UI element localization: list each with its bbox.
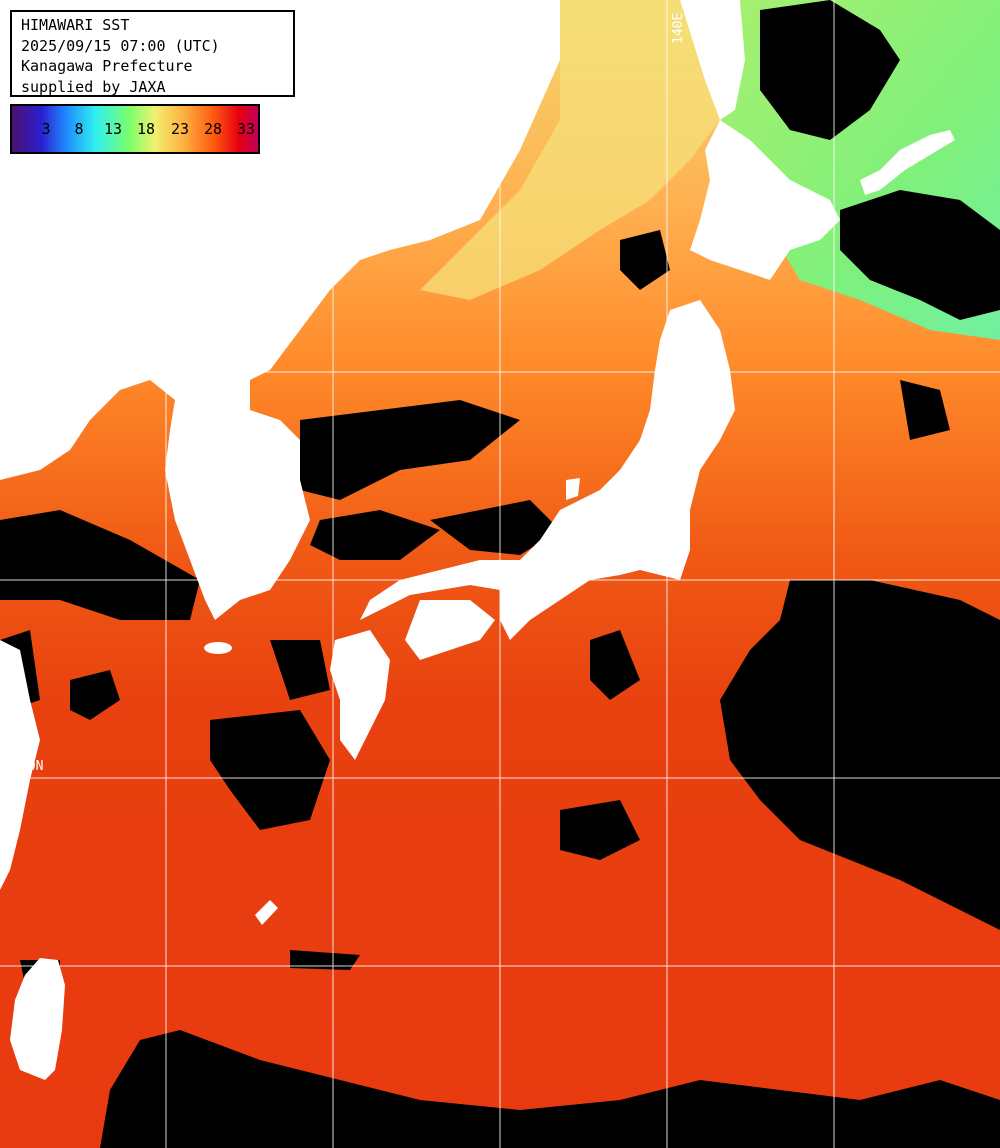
scale-tick-23: 23 [170, 120, 190, 138]
asian-mainland [0, 0, 560, 620]
sakhalin-island [680, 0, 745, 120]
land-masses [0, 0, 955, 1080]
kuril-islands [860, 130, 955, 195]
color-scale-labels: 3 8 13 18 23 28 33 [12, 120, 258, 140]
taiwan-island [10, 958, 65, 1080]
temperature-color-scale: 3 8 13 18 23 28 33 [10, 104, 260, 154]
scale-tick-28: 28 [203, 120, 223, 138]
cool-sea-band [420, 0, 735, 300]
scale-tick-18: 18 [136, 120, 156, 138]
hokkaido-island [690, 120, 840, 280]
scale-tick-8: 8 [74, 120, 84, 138]
scale-tick-13: 13 [103, 120, 123, 138]
lat-label-40n: 40N [14, 353, 38, 368]
china-coast [0, 640, 40, 890]
ryukyu-islands [255, 900, 278, 925]
sado-island [566, 478, 580, 500]
scale-tick-3: 3 [41, 120, 51, 138]
honshu-island [360, 300, 735, 640]
scale-tick-33: 33 [236, 120, 256, 138]
shikoku-island [405, 600, 495, 660]
title-credit: supplied by JAXA [21, 77, 166, 96]
kyushu-island [330, 630, 390, 760]
jeju-island [204, 642, 232, 654]
title-product: HIMAWARI SST [21, 16, 130, 34]
title-datetime: 2025/09/15 07:00 (UTC) [21, 36, 220, 55]
lon-label-140e: 140E [671, 12, 686, 44]
title-box: HIMAWARI SST 2025/09/15 07:00 (UTC) Kana… [10, 10, 295, 97]
title-region: Kanagawa Prefecture [21, 57, 193, 75]
lat-label-30n: 30N [20, 759, 44, 774]
